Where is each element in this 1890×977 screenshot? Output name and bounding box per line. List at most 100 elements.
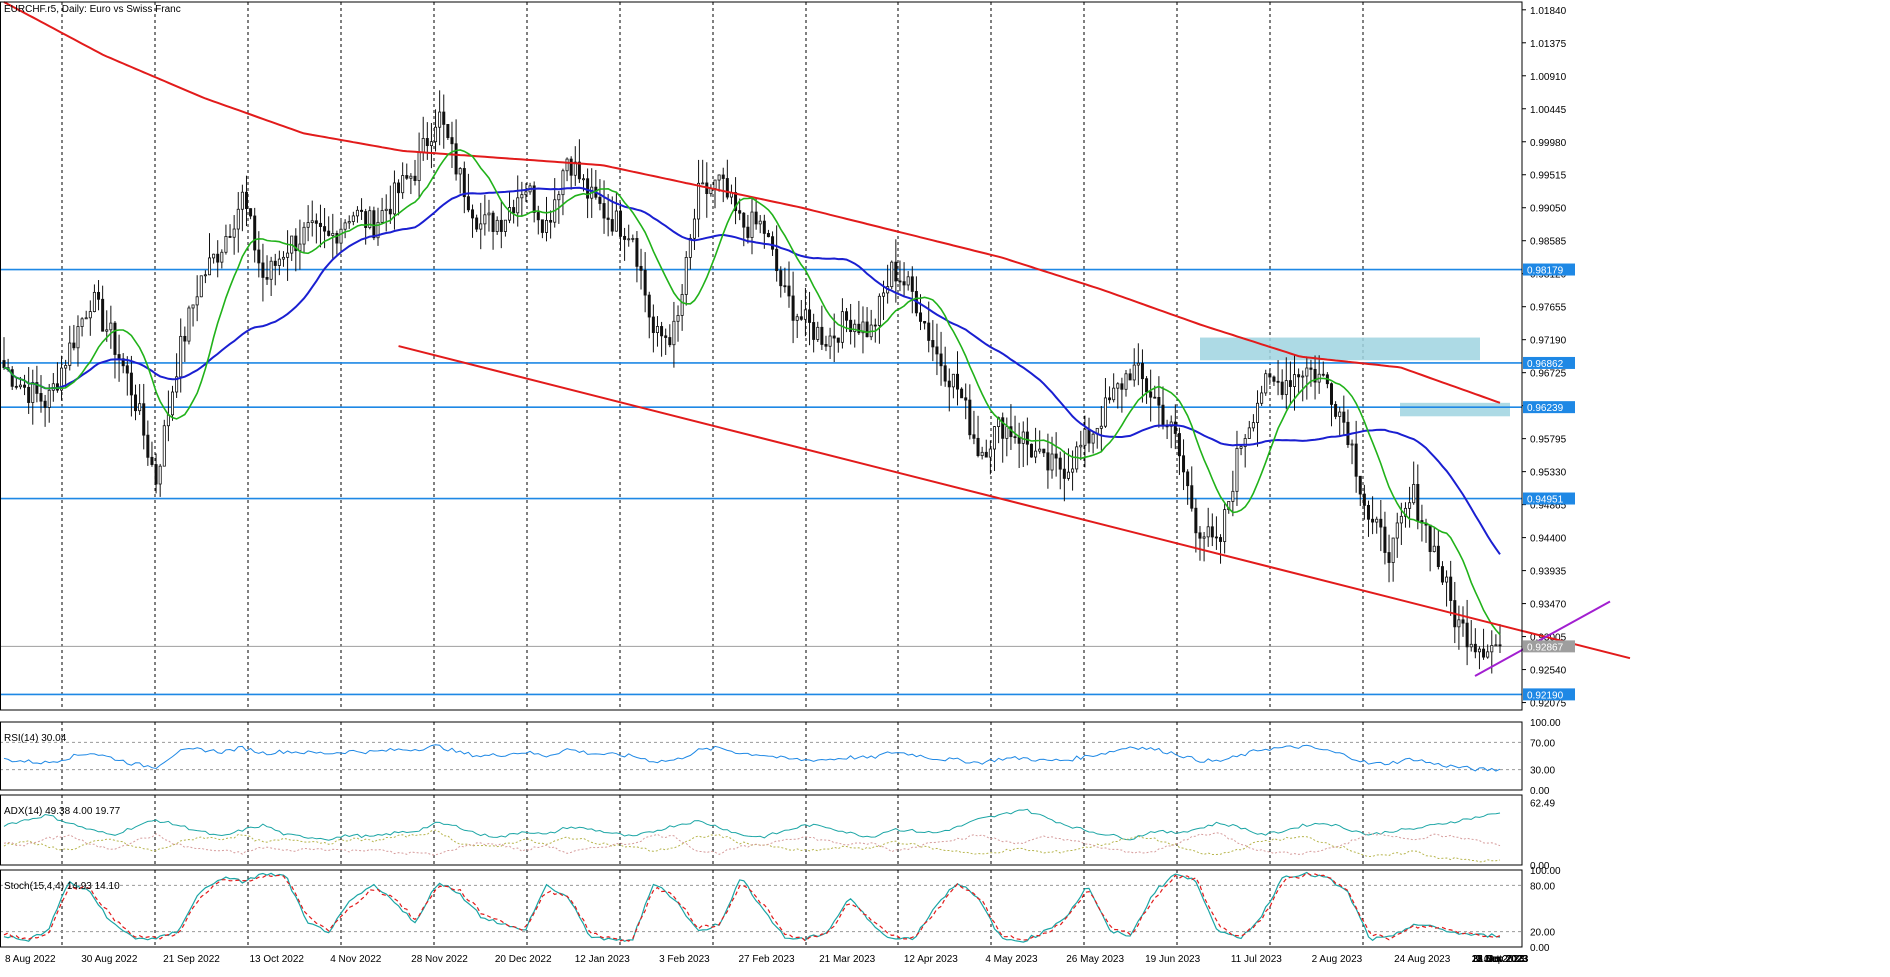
candle-body xyxy=(906,276,910,286)
candle-body xyxy=(1416,483,1420,521)
candle-body xyxy=(475,217,479,230)
candle-body xyxy=(1025,431,1029,445)
candle-body xyxy=(1399,515,1403,524)
candle-body xyxy=(1293,374,1297,387)
candle-body xyxy=(734,192,738,212)
candle-body xyxy=(1038,448,1042,452)
candle-body xyxy=(281,256,285,260)
candle-body xyxy=(545,219,549,233)
candle-body xyxy=(1173,421,1177,434)
candle-body xyxy=(919,312,923,322)
candle-body xyxy=(1206,526,1210,538)
trendline-drawings xyxy=(398,345,1631,677)
candle-body xyxy=(224,236,228,253)
candle-body xyxy=(803,309,807,320)
candle-body xyxy=(1387,552,1391,563)
candle-body xyxy=(1116,383,1120,389)
candle-body xyxy=(758,220,762,225)
candle-body xyxy=(1190,485,1194,509)
candle-body xyxy=(294,235,298,252)
candle-body xyxy=(520,194,524,199)
candle-body xyxy=(175,376,179,393)
candle-body xyxy=(323,226,327,232)
candle-body xyxy=(660,326,664,337)
candle-body xyxy=(442,111,446,125)
candle-body xyxy=(351,215,355,222)
candle-body xyxy=(631,238,635,240)
candle-body xyxy=(1223,509,1227,542)
date-tick-label: 26 May 2023 xyxy=(1066,954,1124,965)
candle-body xyxy=(992,426,996,450)
candle-body xyxy=(964,397,968,401)
candle-body xyxy=(372,210,376,239)
candle-body xyxy=(1128,373,1132,381)
candle-body xyxy=(799,316,803,320)
date-tick-label: 21 Sep 2022 xyxy=(163,954,220,965)
candle-body xyxy=(64,365,68,369)
candle-body xyxy=(14,385,18,388)
candle-body xyxy=(355,209,359,217)
candle-body xyxy=(1132,364,1136,381)
candle-body xyxy=(1001,417,1005,439)
candle-body xyxy=(738,210,742,214)
candle-body xyxy=(532,185,536,213)
candle-body xyxy=(138,403,142,412)
candle-body xyxy=(1260,392,1264,404)
candle-body xyxy=(1362,493,1366,506)
candle-body xyxy=(1301,375,1305,378)
candle-body xyxy=(1029,443,1033,458)
candle-body xyxy=(80,318,84,327)
candle-body xyxy=(1482,648,1486,658)
rsi-tick-label: 0.00 xyxy=(1530,786,1550,797)
price-tick-label: 0.97655 xyxy=(1530,303,1567,314)
date-tick-label: 11 Jul 2023 xyxy=(1231,954,1282,965)
price-tick-label: 0.92540 xyxy=(1530,666,1567,677)
candle-body xyxy=(828,335,832,347)
candle-body xyxy=(1280,381,1284,395)
candle-body xyxy=(766,233,770,238)
candle-body xyxy=(816,326,820,340)
price-tick-label: 0.92075 xyxy=(1530,699,1567,710)
candle-body xyxy=(306,222,310,228)
candle-body xyxy=(216,253,220,263)
candle-body xyxy=(495,219,499,232)
candle-body xyxy=(1251,422,1255,429)
candle-body xyxy=(1428,524,1432,552)
stoch-series-line xyxy=(3,871,1501,943)
candle-body xyxy=(347,221,351,224)
candle-body xyxy=(614,210,618,232)
candle-body xyxy=(166,414,170,427)
date-tick-label: 21 Mar 2023 xyxy=(819,954,876,965)
rsi-tick-label: 30.00 xyxy=(1530,766,1555,777)
candle-body xyxy=(610,219,614,232)
price-tick-label: 0.99980 xyxy=(1530,138,1567,149)
date-tick-label: 3 Feb 2023 xyxy=(659,954,710,965)
candle-body xyxy=(302,226,306,245)
candle-body xyxy=(536,212,540,221)
candle-body xyxy=(853,323,857,332)
candle-body xyxy=(47,389,51,408)
candle-body xyxy=(450,137,454,145)
price-tick-label: 0.95795 xyxy=(1530,435,1567,446)
candle-body xyxy=(1366,504,1370,520)
candle-body xyxy=(68,342,72,366)
candle-body xyxy=(171,391,175,416)
candle-body xyxy=(1247,427,1251,439)
candle-body xyxy=(1313,368,1317,383)
price-tick-label: 0.97190 xyxy=(1530,336,1567,347)
candle-body xyxy=(1375,518,1379,523)
candle-body xyxy=(836,337,840,343)
date-tick-label: 22 Nov 2023 xyxy=(1472,954,1529,965)
candle-body xyxy=(1329,383,1333,405)
candle-body xyxy=(713,179,717,189)
descending-channel-line xyxy=(398,345,1631,660)
stochastic-panel: 100.00 80.00 20.00 0.00 xyxy=(0,866,1561,954)
candle-body xyxy=(318,222,322,227)
candle-body xyxy=(1477,648,1481,653)
candle-body xyxy=(972,434,976,439)
candle-body xyxy=(1136,362,1140,366)
candle-body xyxy=(479,223,483,230)
candle-body xyxy=(314,220,318,224)
candle-body xyxy=(335,233,339,244)
